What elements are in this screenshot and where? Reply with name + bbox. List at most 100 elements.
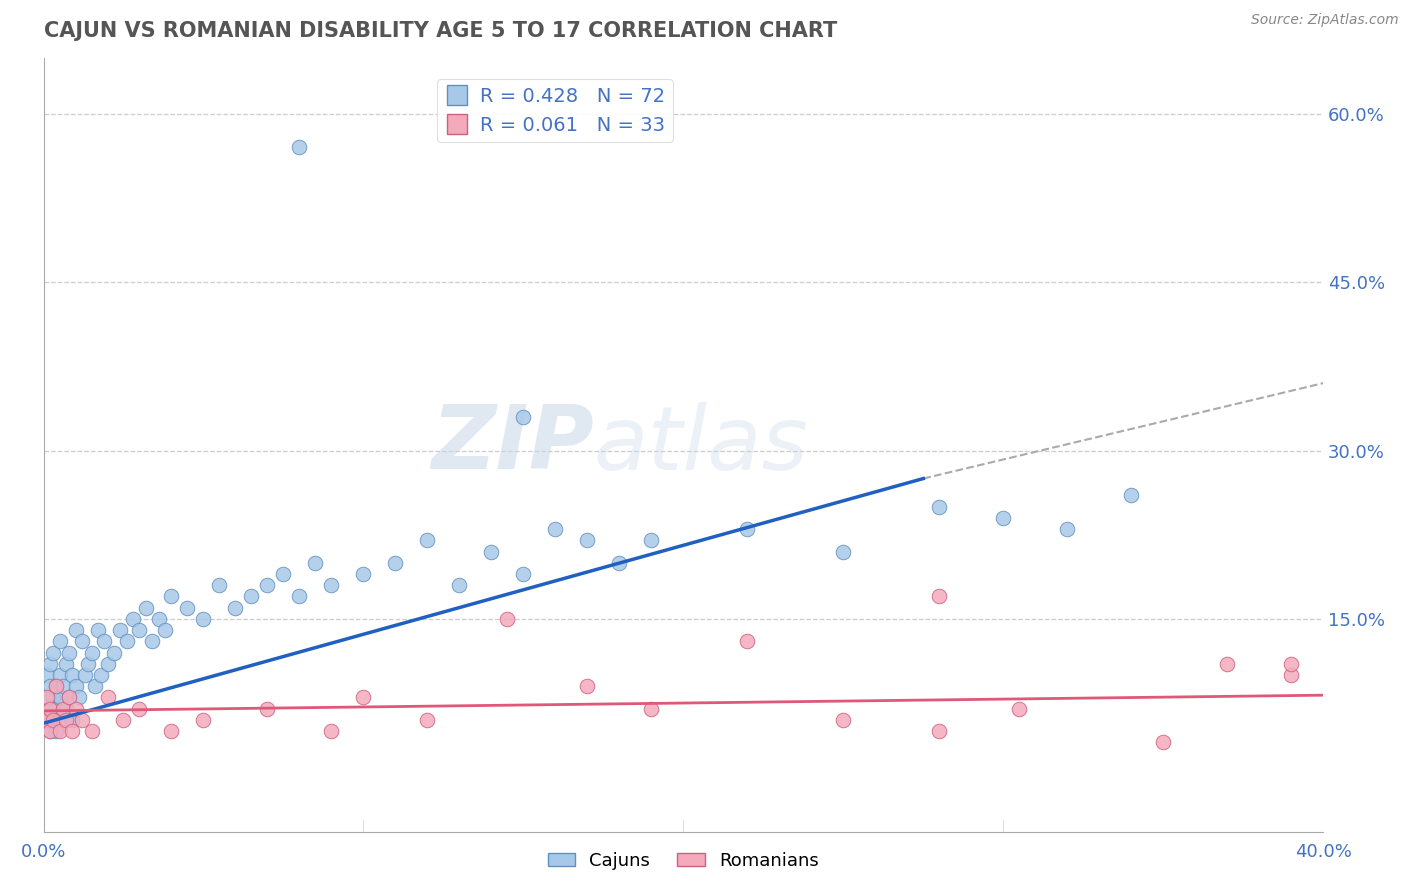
Point	[65, 679, 87, 693]
Point	[70, 634, 93, 648]
Point	[60, 713, 83, 727]
Point	[110, 623, 132, 637]
Point	[96, 657, 118, 671]
Point	[39, 657, 62, 671]
Point	[135, 600, 157, 615]
Point	[304, 556, 326, 570]
Point	[449, 578, 471, 592]
Point	[384, 556, 406, 570]
Point	[160, 590, 183, 604]
Point	[208, 578, 231, 592]
Point	[87, 623, 110, 637]
Point	[42, 646, 65, 660]
Point	[640, 701, 662, 715]
Point	[993, 511, 1015, 525]
Point	[737, 522, 759, 536]
Point	[39, 701, 62, 715]
Point	[496, 612, 519, 626]
Point	[928, 590, 950, 604]
Point	[77, 657, 100, 671]
Point	[35, 713, 58, 727]
Legend: Cajuns, Romanians: Cajuns, Romanians	[541, 845, 825, 878]
Point	[58, 690, 80, 705]
Point	[80, 646, 103, 660]
Point	[45, 679, 67, 693]
Point	[737, 634, 759, 648]
Point	[193, 713, 215, 727]
Point	[70, 713, 93, 727]
Point	[141, 634, 163, 648]
Point	[65, 623, 87, 637]
Point	[55, 713, 77, 727]
Point	[352, 566, 374, 581]
Point	[52, 679, 75, 693]
Point	[832, 713, 855, 727]
Point	[35, 690, 58, 705]
Point	[75, 668, 97, 682]
Point	[35, 668, 58, 682]
Point	[176, 600, 198, 615]
Point	[256, 578, 278, 592]
Text: ZIP: ZIP	[432, 401, 593, 489]
Point	[122, 612, 145, 626]
Point	[52, 713, 75, 727]
Point	[42, 713, 65, 727]
Point	[45, 679, 67, 693]
Point	[48, 690, 70, 705]
Point	[481, 544, 503, 558]
Point	[416, 533, 439, 548]
Point	[512, 409, 534, 424]
Point	[55, 701, 77, 715]
Point	[60, 724, 83, 739]
Point	[65, 701, 87, 715]
Point	[42, 713, 65, 727]
Point	[83, 679, 105, 693]
Point	[39, 724, 62, 739]
Point	[48, 634, 70, 648]
Point	[80, 724, 103, 739]
Point	[55, 657, 77, 671]
Point	[273, 566, 295, 581]
Point	[928, 724, 950, 739]
Point	[39, 724, 62, 739]
Point	[153, 623, 176, 637]
Point	[640, 533, 662, 548]
Point	[160, 724, 183, 739]
Point	[240, 590, 263, 604]
Point	[1279, 657, 1302, 671]
Point	[90, 668, 112, 682]
Point	[93, 634, 115, 648]
Point	[288, 140, 311, 154]
Point	[512, 566, 534, 581]
Point	[416, 713, 439, 727]
Text: Source: ZipAtlas.com: Source: ZipAtlas.com	[1251, 13, 1399, 28]
Point	[321, 578, 343, 592]
Point	[103, 646, 125, 660]
Point	[58, 690, 80, 705]
Point	[256, 701, 278, 715]
Point	[115, 634, 138, 648]
Point	[35, 713, 58, 727]
Point	[1152, 735, 1174, 749]
Point	[48, 724, 70, 739]
Point	[35, 690, 58, 705]
Text: CAJUN VS ROMANIAN DISABILITY AGE 5 TO 17 CORRELATION CHART: CAJUN VS ROMANIAN DISABILITY AGE 5 TO 17…	[44, 21, 837, 41]
Point	[576, 679, 599, 693]
Point	[224, 600, 246, 615]
Point	[288, 590, 311, 604]
Point	[42, 690, 65, 705]
Point	[48, 668, 70, 682]
Text: atlas: atlas	[593, 402, 808, 488]
Point	[96, 690, 118, 705]
Point	[609, 556, 631, 570]
Point	[193, 612, 215, 626]
Point	[1216, 657, 1239, 671]
Point	[832, 544, 855, 558]
Point	[52, 701, 75, 715]
Point	[1121, 488, 1143, 502]
Point	[58, 646, 80, 660]
Point	[1056, 522, 1078, 536]
Point	[1279, 668, 1302, 682]
Point	[128, 701, 150, 715]
Point	[1008, 701, 1031, 715]
